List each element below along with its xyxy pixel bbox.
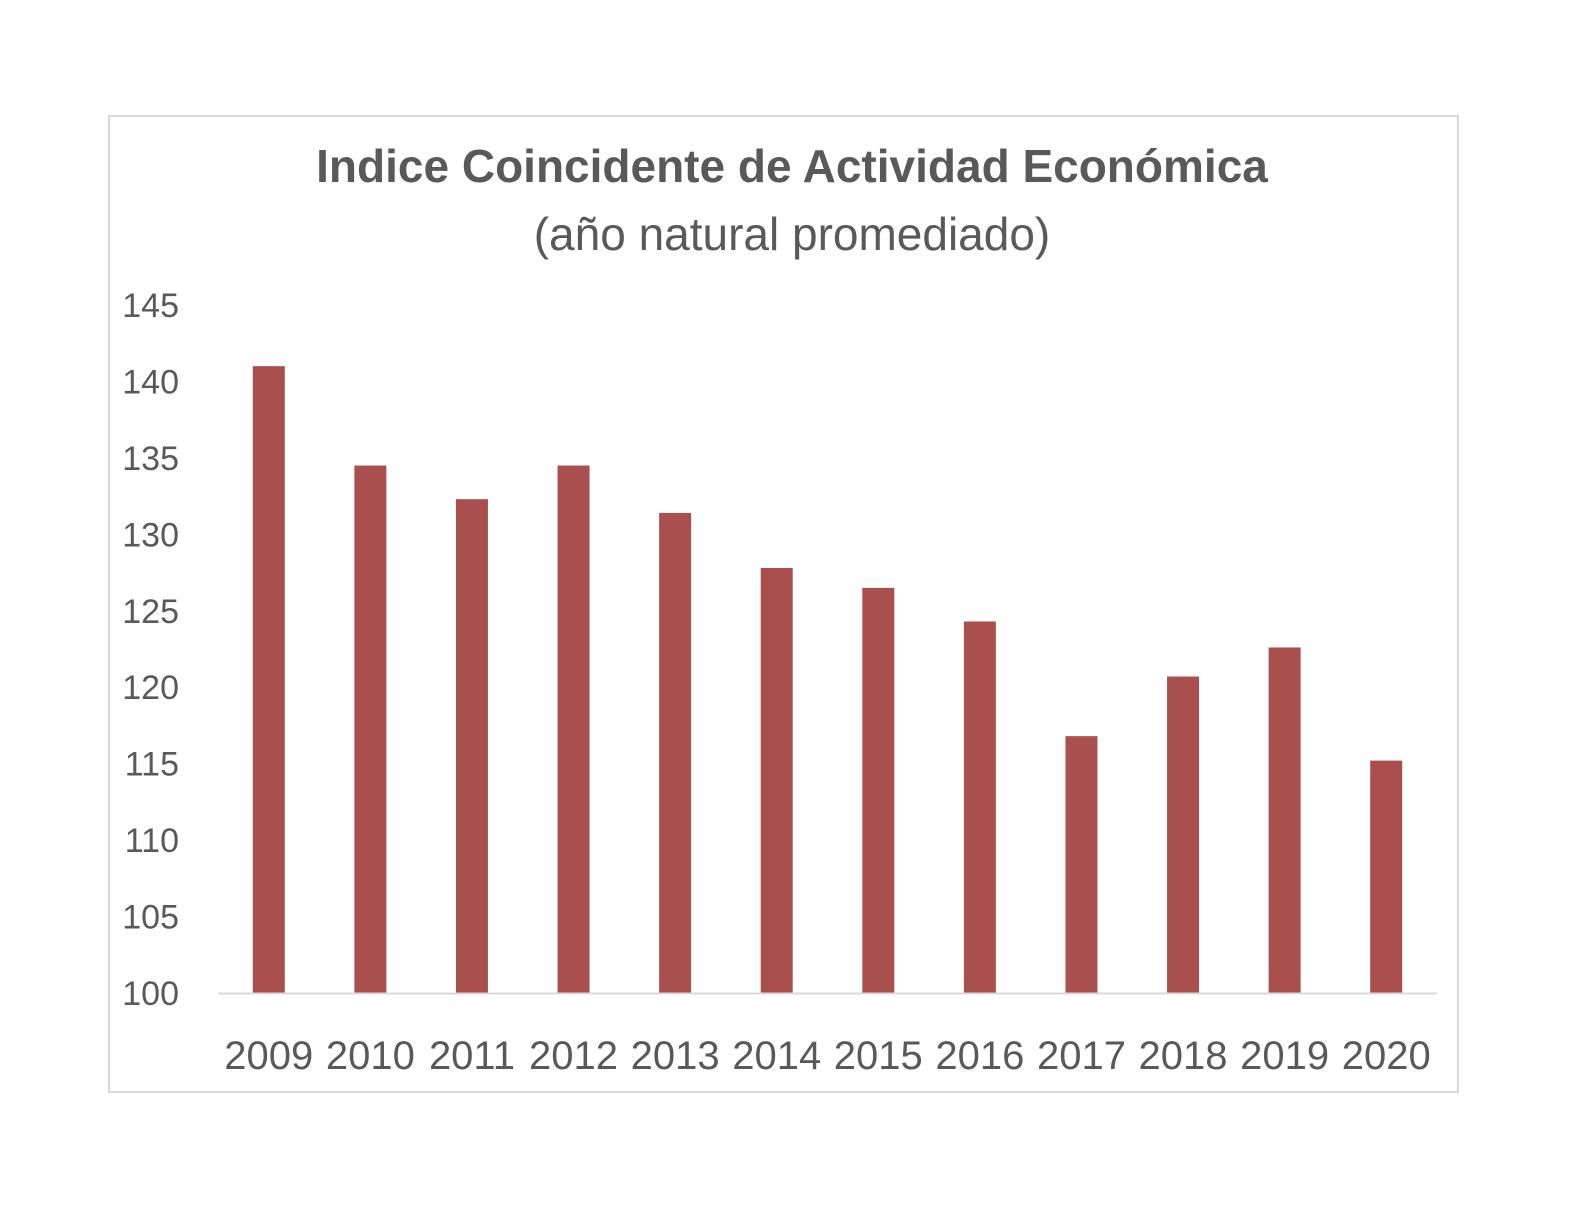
chart-subtitle: (año natural promediado) <box>533 208 1051 260</box>
y-tick-label: 145 <box>122 287 179 325</box>
x-tick-label: 2011 <box>429 1034 515 1078</box>
bar-2018 <box>1167 676 1200 993</box>
y-tick-label: 115 <box>125 746 179 784</box>
y-tick-label: 125 <box>122 593 179 631</box>
bar-2009 <box>252 366 285 994</box>
x-tick-label: 2018 <box>1139 1034 1228 1078</box>
y-tick-label: 110 <box>125 822 179 860</box>
x-tick-label: 2009 <box>224 1034 313 1078</box>
y-tick-label: 100 <box>122 975 179 1013</box>
chart-title: Indice Coincidente de Actividad Económic… <box>316 140 1268 192</box>
bar-2020 <box>1370 760 1403 993</box>
bar-2014 <box>760 567 793 993</box>
x-tick-label: 2012 <box>529 1034 618 1078</box>
y-tick-label: 140 <box>122 363 179 401</box>
bar-2017 <box>1065 736 1098 993</box>
y-tick-label: 120 <box>122 669 179 707</box>
x-tick-label: 2013 <box>631 1034 720 1078</box>
x-tick-label: 2017 <box>1037 1034 1126 1078</box>
x-tick-label: 2019 <box>1240 1034 1329 1078</box>
x-tick-label: 2015 <box>834 1034 923 1078</box>
x-tick-label: 2014 <box>732 1034 821 1078</box>
bar-2012 <box>557 465 590 993</box>
bar-2019 <box>1268 647 1301 993</box>
y-tick-label: 135 <box>122 440 179 478</box>
x-tick-label: 2016 <box>935 1034 1024 1078</box>
bar-2011 <box>455 499 488 993</box>
bar-2015 <box>862 587 895 993</box>
x-tick-label: 2010 <box>326 1034 415 1078</box>
y-tick-label: 130 <box>122 516 179 554</box>
x-tick-label: 2020 <box>1342 1034 1431 1078</box>
bar-2013 <box>659 512 692 993</box>
bar-2010 <box>354 465 387 993</box>
bar-2016 <box>963 621 996 993</box>
y-tick-label: 105 <box>122 899 179 937</box>
